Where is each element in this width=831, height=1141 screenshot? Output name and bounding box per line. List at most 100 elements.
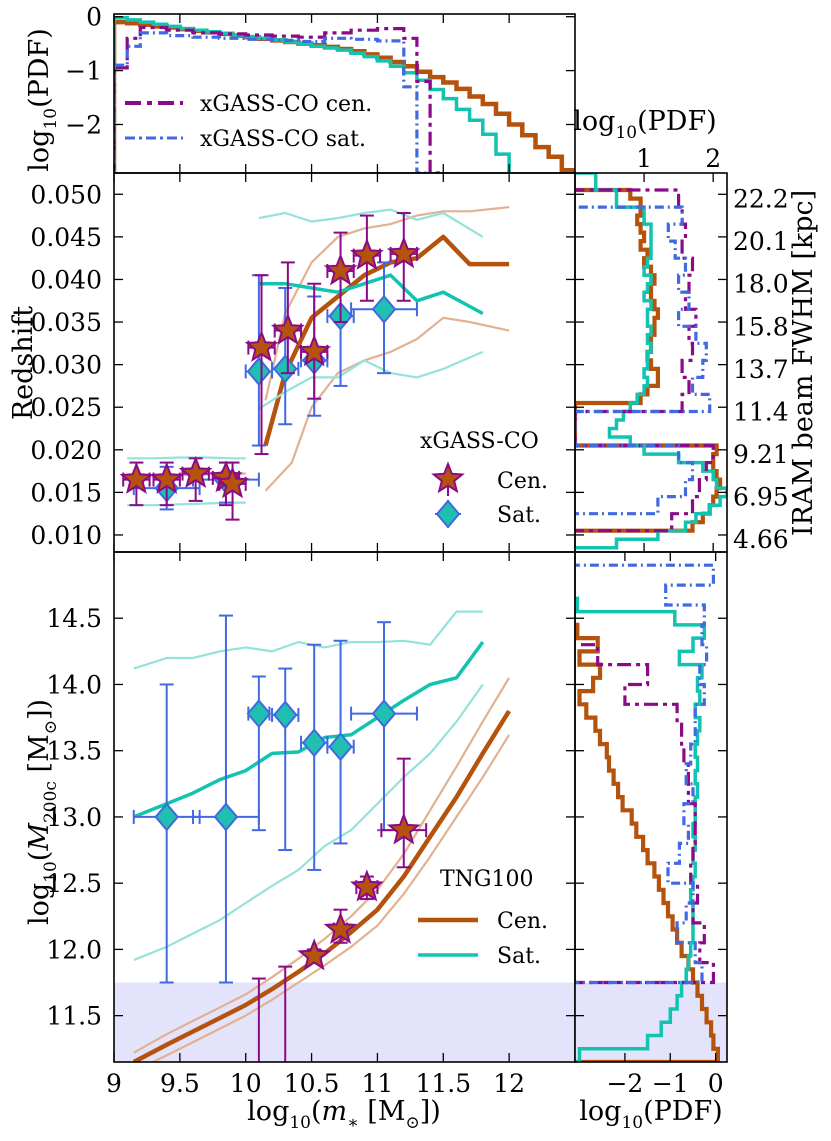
legend-label-xgass-cen: xGASS-CO cen. — [200, 92, 372, 117]
mid-plot-area — [119, 206, 510, 521]
bot-xlabel: log10(m∗ [M⊙]) — [247, 1096, 441, 1133]
midr-x-label: 1 — [636, 144, 652, 173]
obs-sat-diamond-marker — [213, 802, 239, 832]
obs-cen-star-marker — [178, 455, 213, 489]
redshift-pdf-panel: 4.66 6.95 9.21 11.4 13.7 15.8 18.0 20.1 22.2 1 2 — [574, 144, 789, 554]
line-tng100-cen-84th — [264, 206, 510, 401]
line-tng100-sat-median — [258, 273, 484, 316]
line-tng100-cen-median — [263, 234, 510, 447]
hist-xgass-co-cen- — [114, 25, 445, 173]
line-tng100-sat-84th — [258, 208, 484, 238]
hist-z-tng100-cen- — [575, 187, 723, 533]
obs-sat-diamond-marker — [328, 732, 353, 762]
bot-legend: TNG100 Cen. Sat. — [418, 867, 548, 969]
mid-y-label: 0.015 — [30, 478, 102, 507]
hist-m-xgass-co-cen- — [575, 643, 715, 985]
bot-y-label: 12.5 — [46, 869, 102, 898]
bot-x-label: 10.5 — [284, 1069, 340, 1098]
line-tng100-sat-16th — [258, 350, 484, 410]
top-ylabel: log10(PDF) — [24, 28, 61, 171]
obs-cen-star-marker — [119, 461, 154, 494]
mid-y-label: 0.045 — [30, 223, 102, 252]
iram-fwhm-label: 4.66 — [733, 525, 789, 554]
obs-sat-diamond-marker — [371, 294, 397, 324]
mid-y-label: 0.020 — [30, 436, 102, 465]
halo-mass-pdf-panel: −2 −1 0 — [574, 551, 728, 1098]
obs-cen-star-marker — [297, 938, 332, 971]
top-y-label: 0 — [86, 3, 102, 32]
mid-right-label: IRAM beam FWHM [kpc] — [788, 190, 819, 536]
iram-fwhm-label: 18.0 — [733, 270, 789, 299]
bot-x-label: 12 — [493, 1069, 525, 1098]
iram-fwhm-label: 20.1 — [733, 227, 789, 256]
halo-mass-panel: 11.5 12.0 12.5 13.0 13.5 14.0 14.5 9 9.5 10 10.5 11… — [46, 551, 576, 1098]
bot-x-label: 11.5 — [415, 1069, 471, 1098]
line-low-z-sat-band-bottom — [127, 501, 246, 507]
obs-sat-diamond-marker — [301, 728, 327, 758]
line-tng100-cen-16th — [150, 734, 511, 1062]
hist-z-xgass-co-cen- — [575, 188, 715, 533]
mid-legend-cen-label: Cen. — [497, 469, 548, 494]
line-tng100-sat-84th — [133, 610, 483, 670]
iram-fwhm-label: 22.2 — [733, 185, 789, 214]
bot-y-label: 14.0 — [46, 670, 102, 699]
bot-x-label: 9 — [106, 1069, 122, 1098]
mid-legend-title: xGASS-CO — [420, 429, 539, 454]
line-tng100-sat-16th — [133, 683, 484, 962]
shaded-region — [114, 982, 575, 1062]
bot-x-label: 11 — [362, 1069, 394, 1098]
obs-cen-star-marker — [149, 461, 184, 494]
obs-cen-star-marker — [215, 466, 250, 499]
hist-m-xgass-co-sat- — [575, 563, 715, 985]
obs-cen-star-marker — [386, 236, 421, 269]
mid-y-label: 0.030 — [30, 351, 102, 380]
bot-y-label: 14.5 — [46, 604, 102, 633]
botr-x-label: 0 — [708, 1069, 724, 1098]
top-y-label: −2 — [65, 110, 102, 139]
mid-y-label: 0.010 — [30, 521, 102, 550]
bot-y-label: 11.5 — [46, 1002, 102, 1031]
iram-fwhm-label: 15.8 — [733, 312, 789, 341]
hist-z-tng100-sat- — [575, 173, 727, 550]
bot-y-label: 12.0 — [46, 935, 102, 964]
botr-frame — [574, 551, 728, 1063]
br-xlabel: log10(PDF) — [579, 1096, 722, 1133]
legend-label-tng-sat: Sat. — [497, 944, 541, 969]
mid-y-label: 0.050 — [30, 180, 102, 209]
obs-cen-star-marker — [271, 312, 305, 345]
mid-ylabel: Redshift — [8, 306, 39, 420]
iram-fwhm-label: 13.7 — [733, 355, 789, 384]
bot-x-label: 10 — [230, 1069, 262, 1098]
iram-fwhm-label: 11.4 — [733, 397, 789, 426]
top-plot-area — [114, 16, 575, 173]
botr-x-label: −1 — [652, 1069, 689, 1098]
obs-cen-star-marker — [349, 869, 384, 902]
hist-xgass-co-sat- — [114, 31, 432, 173]
bot-legend-title: TNG100 — [440, 867, 534, 892]
obs-cen-star-marker — [323, 911, 358, 944]
obs-cen-star-marker — [244, 329, 279, 362]
mid-legend-sat-label: Sat. — [497, 503, 541, 528]
legend-diamond-sat — [435, 499, 461, 529]
mr-top-label: log10(PDF) — [573, 106, 716, 143]
hist-m-tng100-sat- — [575, 596, 707, 1062]
mid-y-label: 0.040 — [30, 265, 102, 294]
legend-label-tng-cen: Cen. — [497, 909, 548, 934]
obs-cen-star-marker — [349, 237, 384, 270]
obs-sat-diamond-marker — [272, 700, 298, 730]
mid-y-label: 0.025 — [30, 393, 102, 422]
mid-y-label: 0.035 — [30, 308, 102, 337]
bot-x-label: 9.5 — [160, 1069, 200, 1098]
bot-y-label: 13.0 — [46, 803, 102, 832]
legend-star-cen — [431, 461, 465, 494]
obs-cen-star-marker — [323, 253, 358, 286]
top-legend: xGASS-CO cen. xGASS-CO sat. — [125, 92, 372, 152]
bot-ylabel: log10(M200c [M⊙]) — [24, 699, 61, 925]
obs-sat-diamond-marker — [246, 699, 272, 729]
obs-cen-star-marker — [297, 334, 332, 367]
line-tng100-sat-median — [133, 641, 485, 819]
hist-z-xgass-co-sat- — [575, 205, 712, 516]
mid-legend-markers — [431, 461, 465, 529]
redshift-panel: 0.010 0.015 0.020 0.025 0.030 0.035 0.040 0.045… — [30, 172, 576, 553]
